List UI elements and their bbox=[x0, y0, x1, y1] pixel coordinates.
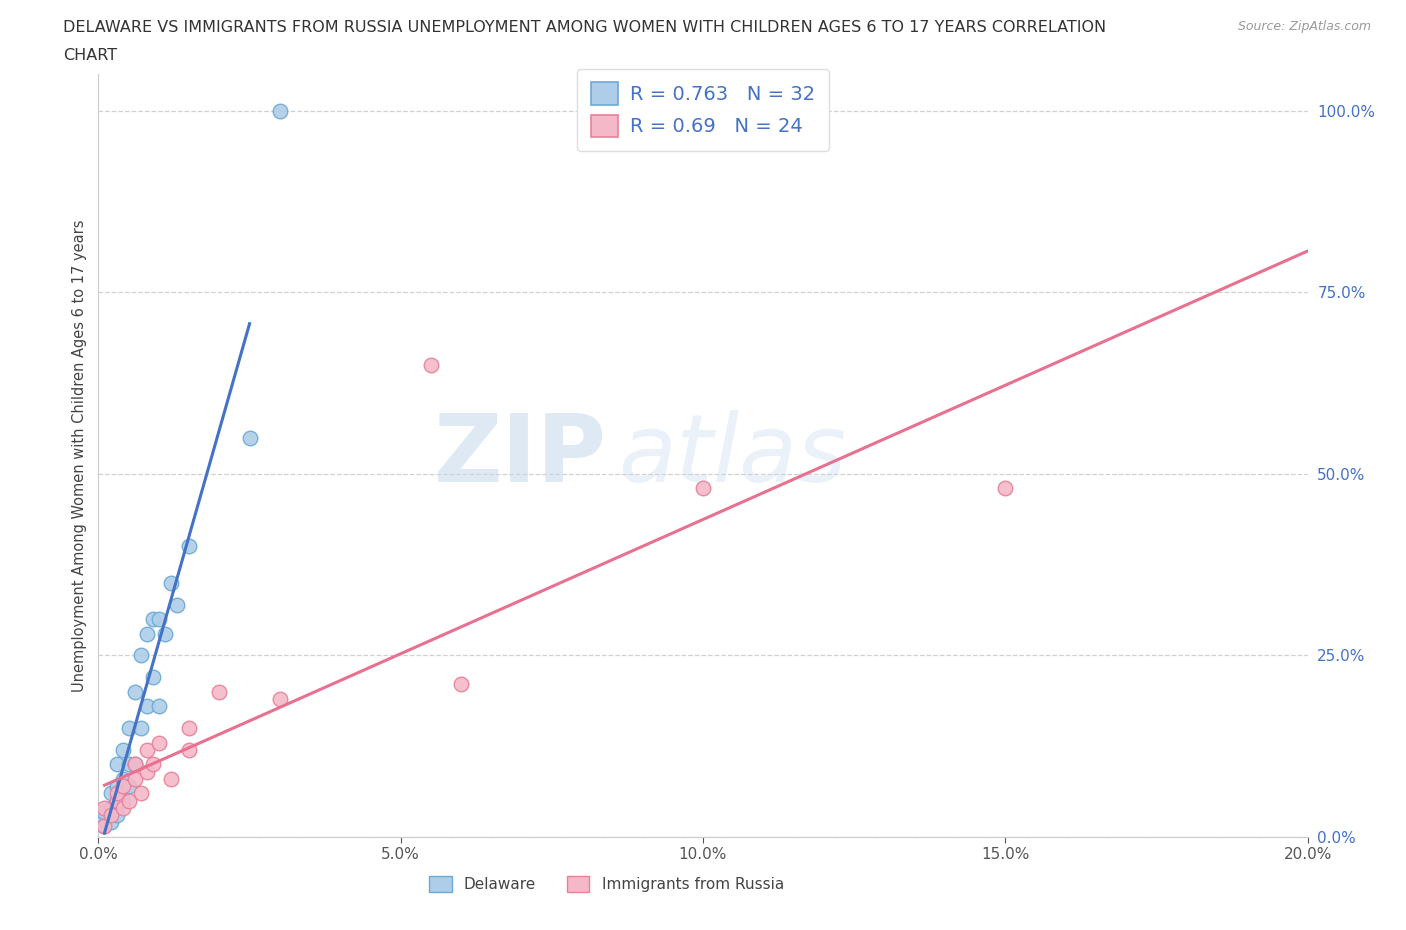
Text: DELAWARE VS IMMIGRANTS FROM RUSSIA UNEMPLOYMENT AMONG WOMEN WITH CHILDREN AGES 6: DELAWARE VS IMMIGRANTS FROM RUSSIA UNEMP… bbox=[63, 20, 1107, 35]
Point bbox=[692, 481, 714, 496]
Point bbox=[269, 103, 291, 118]
Point bbox=[93, 801, 115, 816]
Point bbox=[124, 757, 146, 772]
Point bbox=[105, 778, 128, 793]
Point bbox=[148, 698, 170, 713]
Point bbox=[105, 793, 128, 808]
Text: Source: ZipAtlas.com: Source: ZipAtlas.com bbox=[1237, 20, 1371, 33]
Text: ZIP: ZIP bbox=[433, 410, 606, 501]
Point bbox=[179, 539, 201, 554]
Point bbox=[239, 430, 262, 445]
Point bbox=[111, 801, 134, 816]
Point bbox=[142, 670, 165, 684]
Point bbox=[118, 778, 141, 793]
Point bbox=[142, 612, 165, 627]
Point bbox=[93, 804, 115, 819]
Point bbox=[135, 626, 157, 641]
Point bbox=[118, 721, 141, 736]
Point bbox=[93, 818, 115, 833]
Point bbox=[160, 772, 183, 787]
Point bbox=[100, 808, 122, 823]
Point bbox=[179, 721, 201, 736]
Point bbox=[93, 818, 115, 833]
Point bbox=[100, 801, 122, 816]
Point bbox=[111, 772, 134, 787]
Point bbox=[105, 793, 128, 808]
Point bbox=[129, 786, 152, 801]
Point bbox=[105, 808, 128, 823]
Point bbox=[111, 742, 134, 757]
Legend: Delaware, Immigrants from Russia: Delaware, Immigrants from Russia bbox=[422, 870, 790, 898]
Point bbox=[450, 677, 472, 692]
Point bbox=[129, 648, 152, 663]
Point bbox=[100, 815, 122, 830]
Point bbox=[153, 626, 176, 641]
Point bbox=[93, 811, 115, 826]
Point bbox=[994, 481, 1017, 496]
Point bbox=[124, 684, 146, 699]
Point bbox=[148, 735, 170, 750]
Point bbox=[179, 742, 201, 757]
Point bbox=[135, 764, 157, 779]
Text: atlas: atlas bbox=[619, 410, 846, 501]
Point bbox=[111, 793, 134, 808]
Point bbox=[118, 757, 141, 772]
Point bbox=[111, 778, 134, 793]
Point bbox=[148, 612, 170, 627]
Point bbox=[135, 742, 157, 757]
Point bbox=[105, 757, 128, 772]
Point bbox=[100, 786, 122, 801]
Point bbox=[269, 692, 291, 707]
Point bbox=[124, 757, 146, 772]
Point bbox=[135, 698, 157, 713]
Point bbox=[166, 597, 188, 612]
Point bbox=[105, 786, 128, 801]
Y-axis label: Unemployment Among Women with Children Ages 6 to 17 years: Unemployment Among Women with Children A… bbox=[72, 219, 87, 692]
Point bbox=[118, 793, 141, 808]
Text: CHART: CHART bbox=[63, 48, 117, 63]
Point bbox=[142, 757, 165, 772]
Point bbox=[124, 772, 146, 787]
Point bbox=[129, 721, 152, 736]
Point bbox=[420, 357, 443, 372]
Point bbox=[208, 684, 231, 699]
Point bbox=[160, 576, 183, 591]
